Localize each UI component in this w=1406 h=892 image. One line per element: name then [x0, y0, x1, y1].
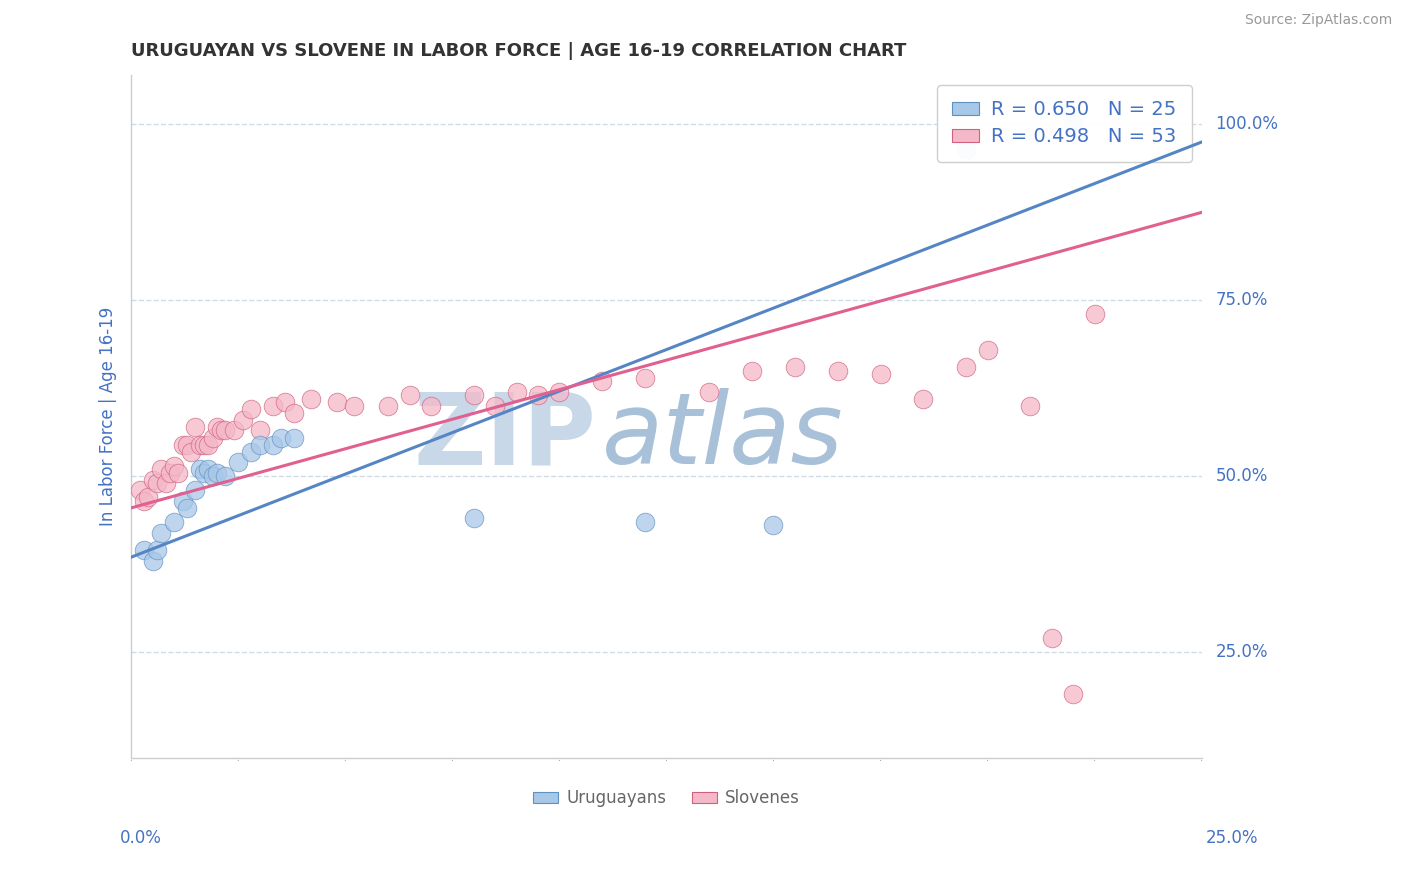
Text: 50.0%: 50.0% — [1216, 467, 1268, 485]
Point — [484, 399, 506, 413]
Point — [146, 543, 169, 558]
Point — [955, 142, 977, 156]
Point — [299, 392, 322, 406]
Point — [262, 399, 284, 413]
Point — [146, 476, 169, 491]
Point — [955, 360, 977, 375]
Point — [184, 483, 207, 498]
Point — [193, 466, 215, 480]
Point — [249, 437, 271, 451]
Point — [463, 511, 485, 525]
Point — [209, 424, 232, 438]
Point — [283, 406, 305, 420]
Point — [163, 458, 186, 473]
Y-axis label: In Labor Force | Age 16-19: In Labor Force | Age 16-19 — [100, 307, 117, 526]
Point — [270, 431, 292, 445]
Text: ZIP: ZIP — [413, 388, 598, 485]
Point — [1019, 399, 1042, 413]
Point — [172, 493, 194, 508]
Point — [159, 466, 181, 480]
Point — [262, 437, 284, 451]
Legend: Uruguayans, Slovenes: Uruguayans, Slovenes — [526, 783, 807, 814]
Text: URUGUAYAN VS SLOVENE IN LABOR FORCE | AGE 16-19 CORRELATION CHART: URUGUAYAN VS SLOVENE IN LABOR FORCE | AG… — [131, 42, 907, 60]
Point — [205, 420, 228, 434]
Text: 75.0%: 75.0% — [1216, 292, 1268, 310]
Point — [1062, 687, 1084, 701]
Point — [634, 370, 657, 384]
Point — [132, 493, 155, 508]
Point — [697, 384, 720, 399]
Point — [869, 368, 891, 382]
Point — [180, 444, 202, 458]
Point — [197, 437, 219, 451]
Point — [343, 399, 366, 413]
Point — [176, 500, 198, 515]
Point — [783, 360, 806, 375]
Point — [527, 388, 550, 402]
Point — [205, 466, 228, 480]
Point — [1040, 631, 1063, 645]
Text: 0.0%: 0.0% — [120, 829, 162, 847]
Point — [283, 431, 305, 445]
Point — [214, 469, 236, 483]
Point — [138, 491, 160, 505]
Point — [163, 515, 186, 529]
Point — [463, 388, 485, 402]
Point — [226, 455, 249, 469]
Point — [741, 364, 763, 378]
Point — [188, 462, 211, 476]
Text: Source: ZipAtlas.com: Source: ZipAtlas.com — [1244, 13, 1392, 28]
Point — [912, 392, 935, 406]
Text: 25.0%: 25.0% — [1206, 829, 1258, 847]
Point — [128, 483, 150, 498]
Point — [326, 395, 349, 409]
Point — [201, 431, 224, 445]
Point — [222, 424, 245, 438]
Point — [150, 525, 173, 540]
Point — [132, 543, 155, 558]
Point — [398, 388, 420, 402]
Text: 100.0%: 100.0% — [1216, 115, 1278, 134]
Point — [1084, 307, 1107, 321]
Point — [176, 437, 198, 451]
Text: 25.0%: 25.0% — [1216, 643, 1268, 661]
Point — [197, 462, 219, 476]
Point — [420, 399, 443, 413]
Point — [240, 402, 263, 417]
Point — [976, 343, 998, 357]
Point — [762, 518, 785, 533]
Point — [172, 437, 194, 451]
Point — [193, 437, 215, 451]
Point — [188, 437, 211, 451]
Point — [249, 424, 271, 438]
Point — [634, 515, 657, 529]
Point — [377, 399, 399, 413]
Point — [150, 462, 173, 476]
Point — [548, 384, 571, 399]
Point — [142, 554, 165, 568]
Point — [214, 424, 236, 438]
Point — [505, 384, 527, 399]
Point — [167, 466, 190, 480]
Point — [1062, 118, 1084, 132]
Point — [155, 476, 177, 491]
Point — [201, 469, 224, 483]
Point — [591, 374, 613, 388]
Text: atlas: atlas — [602, 388, 844, 485]
Point — [274, 395, 297, 409]
Point — [240, 444, 263, 458]
Point — [142, 473, 165, 487]
Point — [232, 413, 254, 427]
Point — [184, 420, 207, 434]
Point — [827, 364, 849, 378]
